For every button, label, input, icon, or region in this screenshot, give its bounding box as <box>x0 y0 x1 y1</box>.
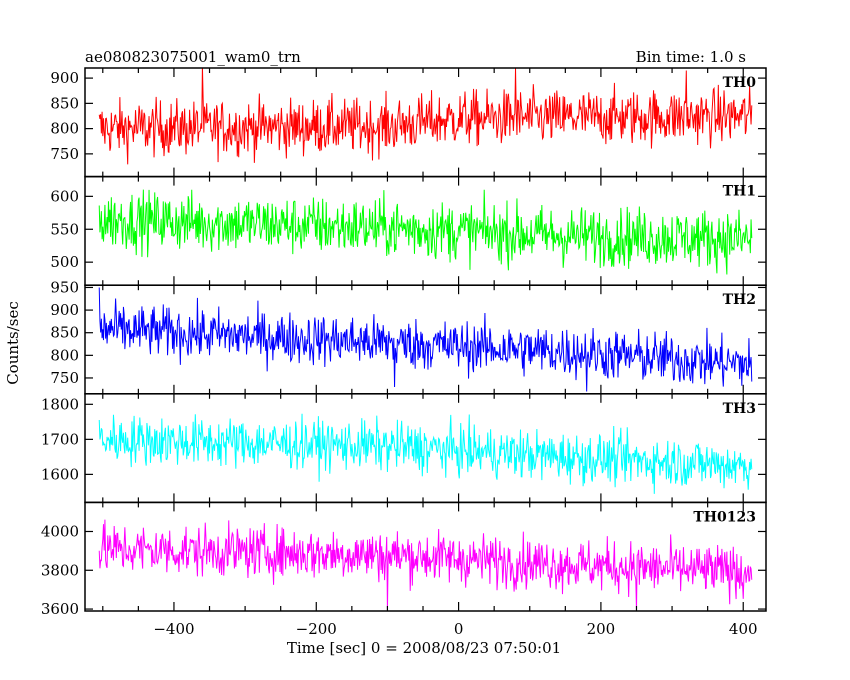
y-axis-label: Counts/sec <box>4 301 22 385</box>
y-tick-label: 500 <box>50 253 79 271</box>
x-tick-label: −400 <box>153 620 194 638</box>
y-tick-label: 1800 <box>41 395 79 413</box>
panel-th0123: 3600 3800 4000 TH0123 <box>41 501 767 618</box>
y-tick-label: 600 <box>50 187 79 205</box>
y-tick-label: 850 <box>50 324 79 342</box>
series-trace-th0123 <box>98 519 753 611</box>
y-tick-label: 750 <box>50 369 79 387</box>
y-tick-label: 550 <box>50 220 79 238</box>
y-tick-label: 1700 <box>41 430 79 448</box>
y-tick-label: 900 <box>50 69 79 87</box>
chart-title: ae080823075001_wam0_trn <box>85 48 301 66</box>
panel-th2: 750 800 850 900 950 TH2 <box>50 278 767 395</box>
series-trace-th1 <box>98 189 753 275</box>
x-axis: −400 −200 0 200 400 <box>153 620 757 638</box>
series-trace-th3 <box>98 413 753 494</box>
x-tick-label: 0 <box>454 620 464 638</box>
panels: 750 800 850 900 TH0 500 550 600 TH1 750 800 850 900 9… <box>41 67 767 618</box>
y-tick-label: 800 <box>50 120 79 138</box>
y-tick-label: 800 <box>50 346 79 364</box>
series-trace-th2 <box>98 287 753 392</box>
panel-th0: 750 800 850 900 TH0 <box>50 67 767 178</box>
panel-th1: 500 550 600 TH1 <box>50 175 767 286</box>
series-label-th2: TH2 <box>723 292 756 308</box>
series-label-th0: TH0 <box>723 75 757 91</box>
x-axis-label: Time [sec] 0 = 2008/08/23 07:50:01 <box>287 639 561 657</box>
y-tick-label: 3800 <box>41 561 79 579</box>
y-tick-label: 1600 <box>41 465 79 483</box>
y-tick-label: 4000 <box>41 522 79 540</box>
y-tick-label: 750 <box>50 145 79 163</box>
y-tick-label: 950 <box>50 278 79 296</box>
x-tick-label: 400 <box>729 620 758 638</box>
panel-th3: 1600 1700 1800 TH3 <box>41 393 767 504</box>
y-tick-label: 850 <box>50 94 79 112</box>
bin-time-label: Bin time: 1.0 s <box>636 48 746 66</box>
x-tick-label: 200 <box>587 620 616 638</box>
y-tick-label: 3600 <box>41 600 79 618</box>
series-label-th1: TH1 <box>723 184 756 200</box>
series-trace-th0 <box>98 68 753 165</box>
series-label-th3: TH3 <box>723 401 756 417</box>
y-tick-label: 900 <box>50 301 79 319</box>
x-tick-label: −200 <box>296 620 337 638</box>
series-label-th0123: TH0123 <box>693 509 756 525</box>
panel-frame <box>84 501 767 612</box>
